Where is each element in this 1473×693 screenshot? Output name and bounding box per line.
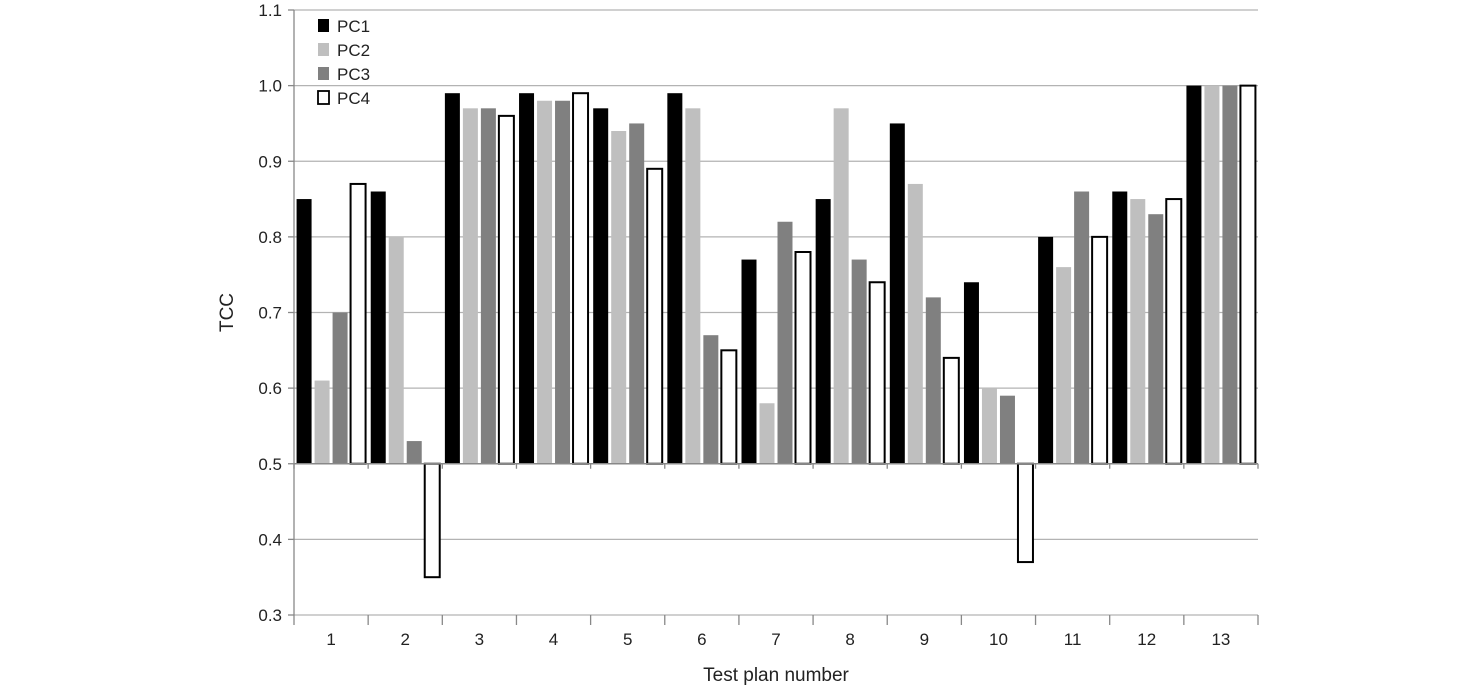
bar-pc3-8: [851, 259, 867, 464]
x-tick-label: 7: [771, 630, 780, 649]
bar-pc1-5: [593, 108, 609, 464]
bar-pc1-2: [370, 191, 386, 464]
x-tick-label: 9: [920, 630, 929, 649]
bar-pc3-5: [629, 123, 645, 464]
bar-pc3-3: [480, 108, 496, 464]
legend-label-pc2: PC2: [337, 41, 370, 60]
y-tick-label: 0.7: [258, 304, 282, 323]
bar-pc3-12: [1148, 214, 1164, 464]
bar-pc4-10: [1016, 462, 1034, 564]
bar-pc1-11: [1038, 236, 1054, 464]
bar-pc4-9: [942, 356, 960, 465]
legend: PC1 PC2 PC3 PC4: [317, 17, 370, 108]
bar-pc3-13: [1222, 85, 1238, 464]
legend-swatch-pc2: [318, 43, 329, 56]
bar-pc2-3: [462, 108, 478, 464]
x-axis-title: Test plan number: [703, 665, 849, 686]
legend-swatch-pc1: [318, 19, 329, 32]
bar-pc4-4: [572, 92, 590, 465]
y-tick-label: 0.4: [258, 530, 282, 549]
x-tick-label: 1: [326, 630, 335, 649]
bar-pc1-9: [889, 123, 905, 464]
bar-pc2-9: [907, 183, 923, 464]
y-tick-label: 1.1: [258, 1, 282, 20]
axes: 0.30.40.50.60.70.80.91.01.11 2 3 4 5 6 7 8 9 10 11…: [258, 1, 1259, 649]
x-tick-label: 11: [1064, 630, 1082, 649]
bar-pc4-7: [794, 251, 812, 465]
x-tick-label: 2: [400, 630, 409, 649]
x-tick-label: 5: [623, 630, 632, 649]
y-axis-title: TCC: [217, 293, 238, 332]
bar-pc3-11: [1074, 191, 1090, 464]
legend-label-pc4: PC4: [337, 89, 370, 108]
y-tick-label: 0.9: [258, 152, 282, 171]
bar-pc2-11: [1056, 267, 1072, 464]
bar-pc2-13: [1204, 85, 1220, 464]
y-tick-label: 0.3: [258, 606, 282, 625]
bar-pc2-10: [981, 388, 997, 464]
bar-pc3-4: [555, 100, 571, 464]
bar-pc2-8: [833, 108, 849, 464]
y-tick-label: 1.0: [258, 77, 282, 96]
bar-pc2-4: [537, 100, 553, 464]
bar-pc4-1: [349, 182, 367, 465]
x-tick-label: 4: [549, 630, 558, 649]
bar-pc3-9: [925, 297, 941, 464]
bar-pc3-2: [406, 441, 422, 464]
bar-pc2-7: [759, 403, 775, 464]
bar-pc3-7: [777, 221, 793, 464]
bar-pc1-1: [296, 199, 312, 464]
bar-pc1-4: [519, 93, 535, 464]
bar-pc2-6: [685, 108, 701, 464]
legend-swatch-pc3: [318, 67, 329, 80]
bar-pc3-1: [332, 312, 348, 464]
legend-label-pc1: PC1: [337, 17, 370, 36]
x-tick-label: 12: [1137, 630, 1156, 649]
legend-swatch-pc4: [317, 90, 330, 105]
x-tick-label: 3: [475, 630, 484, 649]
bar-pc2-2: [388, 236, 404, 464]
bar-pc1-7: [741, 259, 757, 464]
bar-pc2-5: [611, 131, 627, 464]
bar-pc3-10: [999, 395, 1015, 464]
x-tick-label: 13: [1211, 630, 1230, 649]
y-tick-label: 0.8: [258, 228, 282, 247]
bar-pc1-8: [815, 199, 831, 464]
bars: [296, 84, 1257, 579]
bar-pc2-1: [314, 380, 330, 464]
bar-pc1-12: [1112, 191, 1128, 464]
bar-pc4-11: [1091, 235, 1109, 465]
bar-pc4-5: [646, 167, 664, 465]
bar-pc4-2: [423, 462, 441, 579]
bar-pc1-10: [963, 282, 979, 464]
bar-pc2-12: [1130, 199, 1146, 464]
bar-pc3-6: [703, 335, 719, 464]
bar-pc1-3: [444, 93, 460, 464]
y-tick-label: 0.5: [258, 455, 282, 474]
y-tick-label: 0.6: [258, 379, 282, 398]
bar-pc4-3: [497, 114, 515, 465]
x-tick-label: 6: [697, 630, 706, 649]
bar-pc4-6: [720, 349, 738, 465]
x-tick-label: 10: [989, 630, 1008, 649]
bar-pc4-12: [1165, 198, 1183, 465]
legend-label-pc3: PC3: [337, 65, 370, 84]
bar-pc4-13: [1239, 84, 1257, 465]
bar-pc1-13: [1186, 85, 1202, 464]
bar-pc4-8: [868, 281, 886, 465]
x-tick-label: 8: [845, 630, 854, 649]
bar-pc1-6: [667, 93, 683, 464]
